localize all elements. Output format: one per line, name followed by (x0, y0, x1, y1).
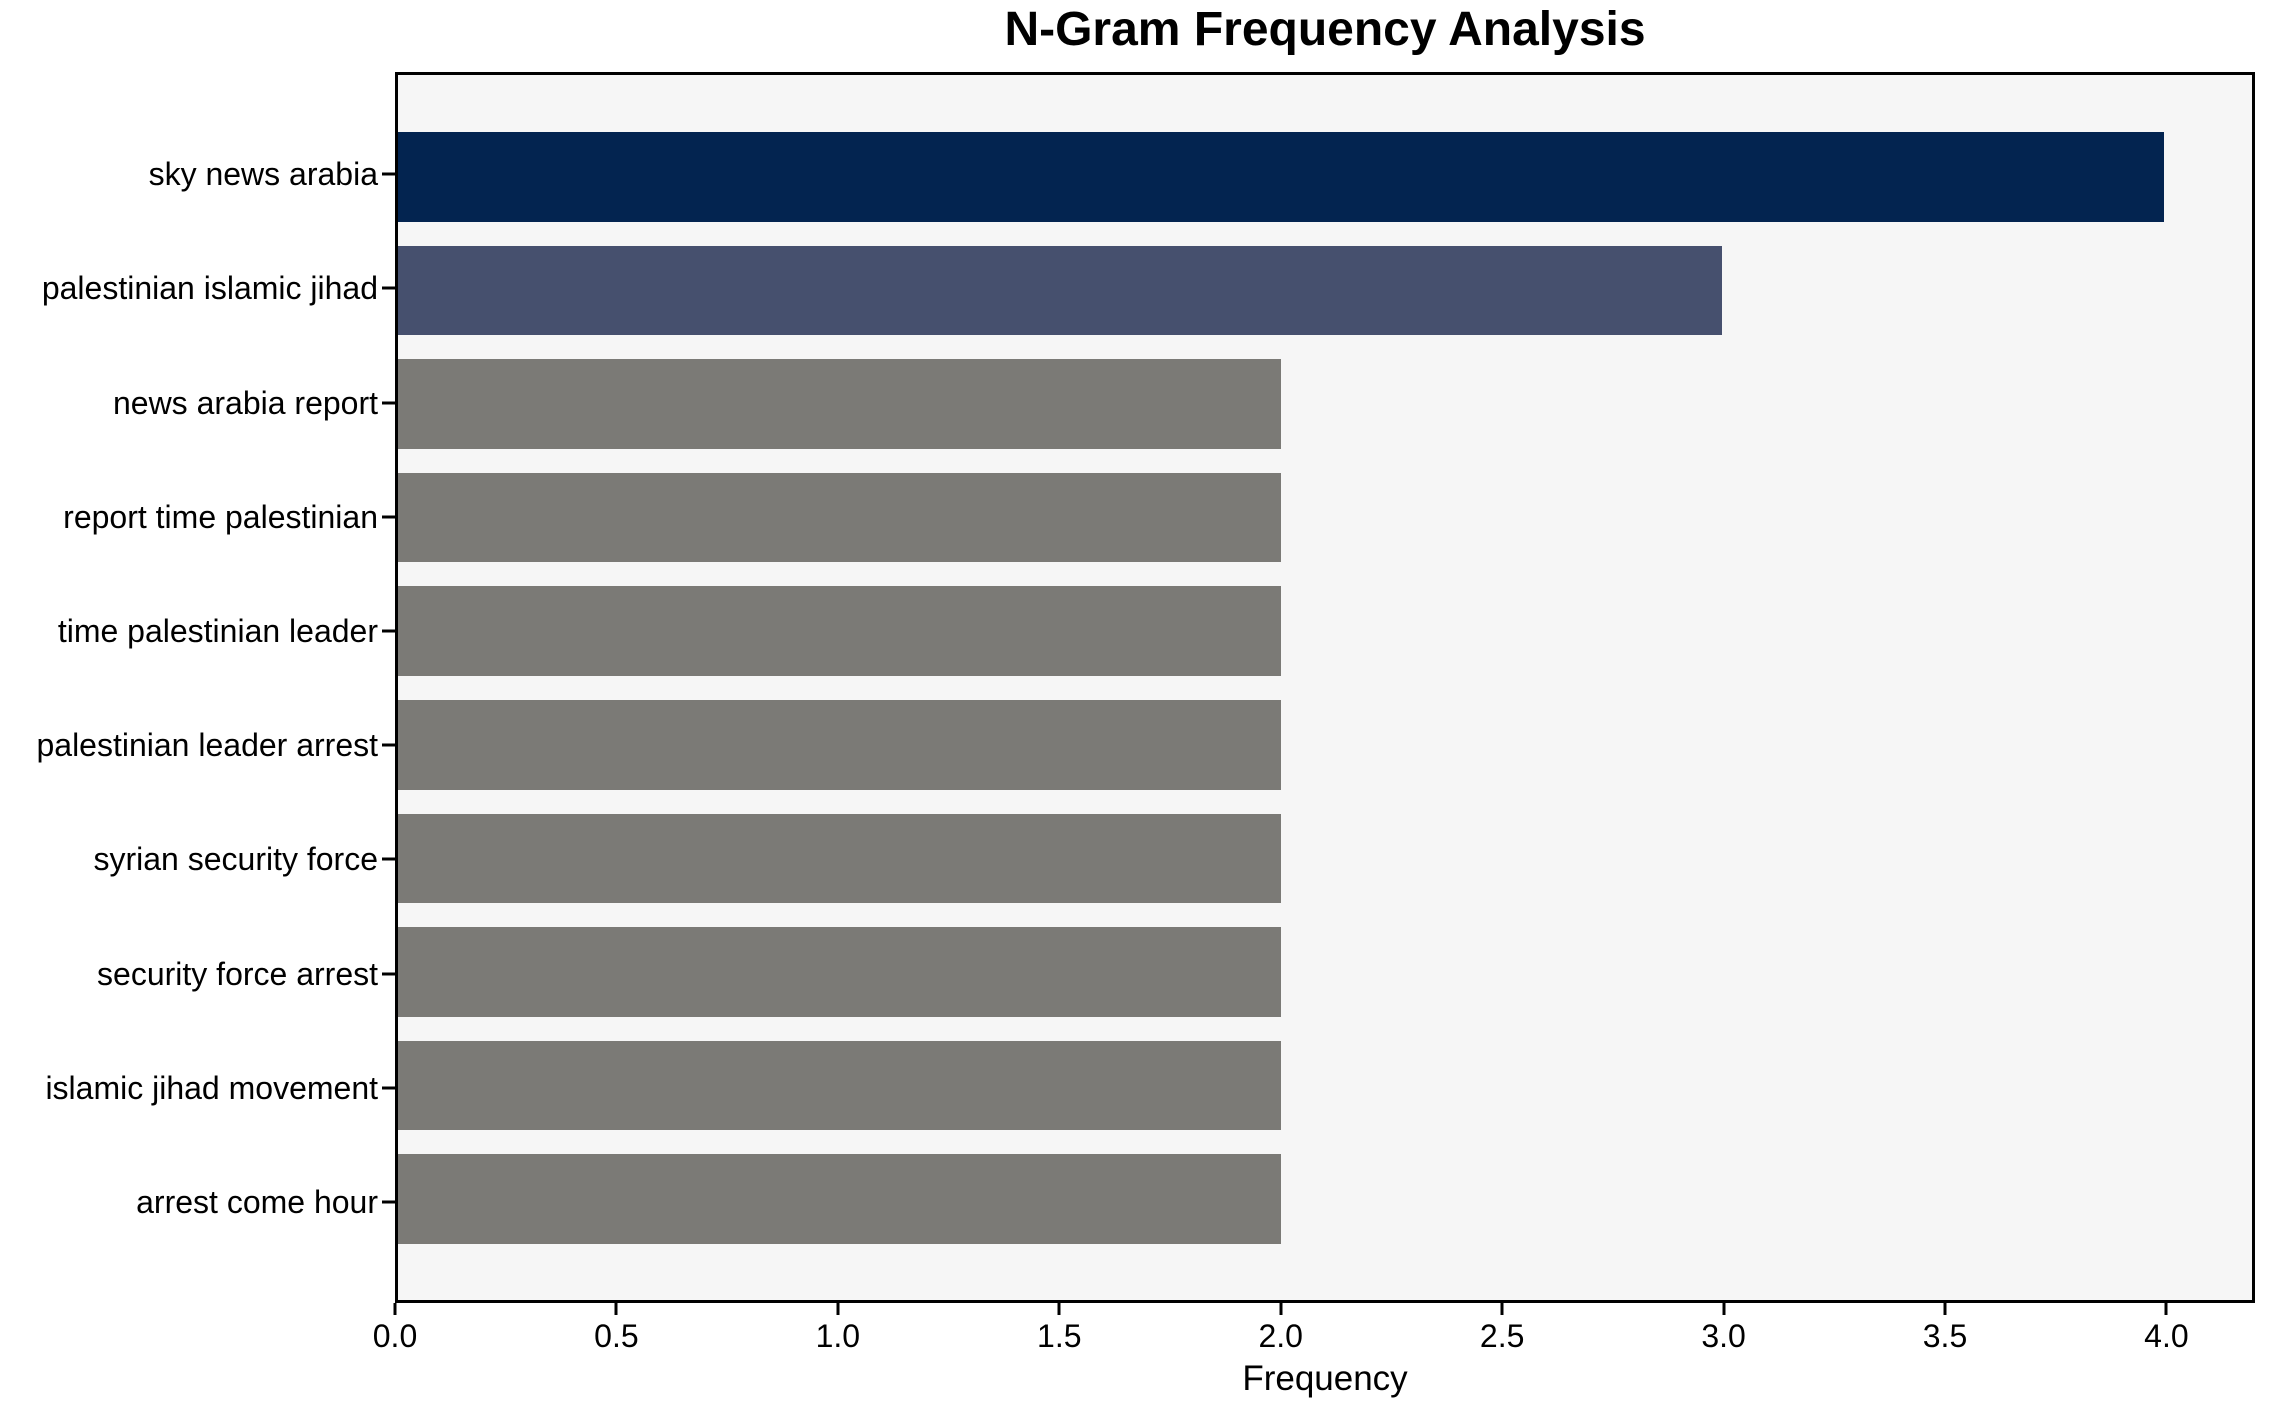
x-tick-label: 4.0 (2144, 1318, 2189, 1354)
x-tick-mark (393, 1303, 397, 1315)
bar-row (398, 1142, 2252, 1256)
x-tick-label: 1.0 (815, 1318, 861, 1354)
bar-row (398, 234, 2252, 348)
bar (398, 131, 2164, 222)
y-tick-mark (382, 1200, 395, 1204)
x-tick-label: 0.5 (594, 1318, 639, 1354)
y-tick-mark (382, 972, 395, 975)
bar-row (398, 1029, 2252, 1143)
y-tick-label: security force arrest (97, 955, 378, 992)
y-tick-label: report time palestinian (63, 498, 378, 535)
y-tick-mark (382, 1086, 395, 1090)
bar-row (398, 120, 2252, 234)
bar (398, 359, 1281, 449)
bar-row (398, 574, 2252, 688)
y-tick-label: islamic jihad movement (45, 1069, 378, 1106)
bar-row (398, 915, 2252, 1029)
y-tick-mark (382, 172, 395, 176)
y-tick-label: arrest come hour (136, 1183, 378, 1220)
bar-row (398, 347, 2252, 461)
y-tick-mark (382, 629, 395, 633)
x-tick-mark (614, 1303, 618, 1315)
plot-area (395, 72, 2255, 1303)
bar-row (398, 461, 2252, 575)
bar-row (398, 688, 2252, 802)
x-tick-label: 2.5 (1479, 1318, 1525, 1354)
x-tick-mark (1057, 1303, 1061, 1315)
chart-title: N-Gram Frequency Analysis (1004, 3, 1646, 56)
bar (398, 1154, 1281, 1245)
y-tick-label: syrian security force (93, 841, 378, 878)
y-axis-labels: sky news arabia palestinian islamic jihad… (0, 117, 378, 1259)
y-tick-mark (382, 743, 395, 747)
bar-row (398, 802, 2252, 916)
bar (398, 813, 1281, 904)
bar (398, 927, 1281, 1017)
x-tick-label: 0.0 (372, 1318, 418, 1354)
x-tick-mark (1279, 1303, 1283, 1315)
y-tick-mark (382, 286, 395, 290)
bars-container (398, 120, 2252, 1256)
x-tick-label: 1.5 (1037, 1318, 1082, 1354)
x-tick-label: 3.5 (1922, 1318, 1968, 1354)
y-tick-label: palestinian islamic jihad (41, 270, 378, 307)
x-tick-mark (1943, 1303, 1947, 1315)
bar (398, 586, 1281, 677)
y-tick-label: palestinian leader arrest (36, 727, 378, 764)
y-tick-mark (382, 401, 395, 404)
bar (398, 699, 1281, 790)
x-axis-title: Frequency (1242, 1359, 1408, 1398)
y-tick-mark (382, 857, 395, 861)
y-tick-label: time palestinian leader (57, 612, 378, 649)
x-tick-mark (1500, 1303, 1504, 1315)
x-tick-label: 2.0 (1258, 1318, 1303, 1354)
bar (398, 245, 1723, 336)
x-tick-mark (1722, 1303, 1726, 1315)
x-tick-label: 3.0 (1701, 1318, 1746, 1354)
y-tick-label: sky news arabia (148, 156, 378, 193)
x-tick-mark (2164, 1303, 2168, 1315)
x-axis-ticks: 0.0 0.5 1.0 1.5 2.0 2.5 3.0 3.5 4.0 (373, 1303, 2255, 1383)
y-axis-tick-marks (382, 117, 395, 1259)
bar (398, 472, 1281, 563)
x-tick-mark (836, 1303, 840, 1315)
bar (398, 1040, 1281, 1131)
y-tick-label: news arabia report (112, 384, 378, 421)
y-tick-mark (382, 515, 395, 519)
